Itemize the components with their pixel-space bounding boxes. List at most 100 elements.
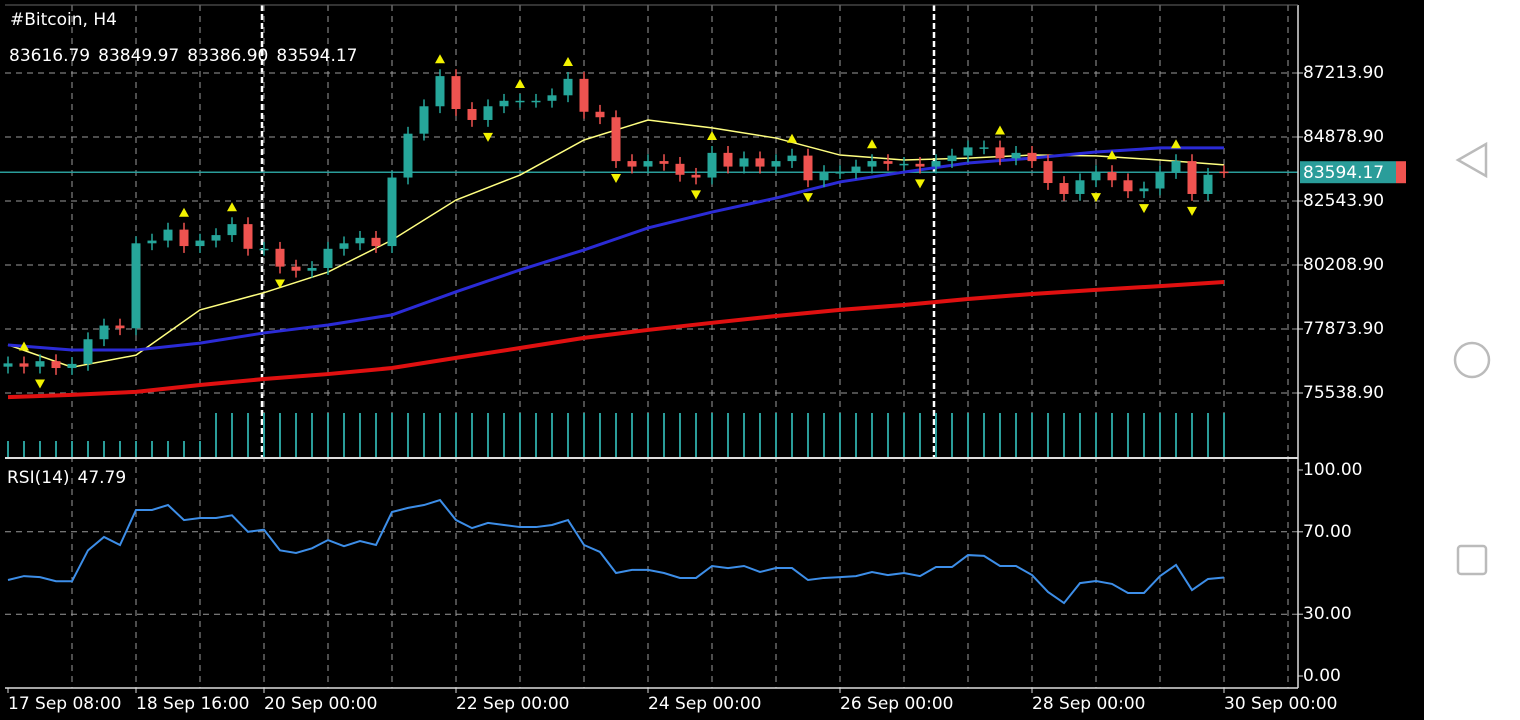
candle-body — [339, 243, 349, 249]
candle-body — [243, 224, 253, 249]
candle-body — [371, 237, 381, 247]
candle-body — [51, 361, 61, 369]
candle-body — [771, 161, 781, 167]
candle-body — [835, 172, 845, 174]
candle-body — [259, 248, 269, 251]
candle-body — [307, 267, 317, 271]
price-tick-label: 87213.90 — [1303, 63, 1384, 83]
rsi-title: RSI(14) — [7, 468, 70, 488]
candle-body — [755, 158, 765, 167]
rsi-header: RSI(14) 47.79 — [7, 468, 126, 488]
rsi-line — [7, 498, 1225, 605]
candle-body — [627, 161, 637, 167]
fractal-up — [1171, 139, 1181, 149]
candle-body — [675, 163, 685, 175]
fractal-up — [179, 207, 189, 217]
candle-body — [707, 152, 717, 178]
candle-body — [659, 161, 669, 164]
time-tick-label: 20 Sep 00:00 — [264, 694, 377, 714]
candle-body — [147, 240, 157, 244]
candle-body — [995, 147, 1005, 159]
candle-body — [323, 248, 333, 268]
candle-body — [691, 174, 701, 178]
fractal-down — [35, 379, 45, 389]
candle-body — [1027, 152, 1037, 162]
time-tick-label: 28 Sep 00:00 — [1032, 694, 1145, 714]
candle-body — [275, 248, 285, 267]
ohlc-header: 83616.79 83849.97 83386.90 83594.17 — [9, 46, 358, 66]
candle-body — [1075, 180, 1085, 194]
candle-body — [899, 163, 909, 166]
home-button[interactable] — [1453, 341, 1491, 379]
candle-body — [1219, 171, 1229, 174]
candle-body — [99, 325, 109, 340]
price-tick-label: 75538.90 — [1303, 383, 1384, 403]
time-tick-label: 22 Sep 00:00 — [456, 694, 569, 714]
candle-body — [1155, 172, 1165, 189]
candle-body — [467, 109, 477, 120]
fractal-down — [483, 132, 493, 142]
fractal-up — [435, 54, 445, 64]
fractal-down — [691, 190, 701, 200]
candle-body — [131, 243, 141, 329]
candle-body — [851, 166, 861, 173]
price-tick-label: 77873.90 — [1303, 319, 1384, 339]
fractal-up — [867, 139, 877, 149]
moving-average — [7, 146, 1224, 352]
candle-body — [787, 155, 797, 162]
rsi-tick-label: 30.00 — [1303, 604, 1352, 624]
rsi-tick-label: 70.00 — [1303, 522, 1352, 542]
candle-body — [227, 224, 237, 236]
fractal-up — [707, 131, 717, 141]
candle-body — [451, 76, 461, 110]
time-tick-label: 24 Sep 00:00 — [648, 694, 761, 714]
candle-body — [499, 100, 509, 107]
candle-body — [963, 147, 973, 156]
ohlc-close: 83594.17 — [276, 46, 357, 66]
recents-button[interactable] — [1456, 544, 1488, 576]
fractal-up — [787, 133, 797, 143]
moving-average — [7, 279, 1225, 400]
candle-body — [739, 158, 749, 167]
candle-body — [1091, 172, 1101, 181]
candle-body — [403, 133, 413, 178]
candle-body — [1187, 161, 1197, 194]
candle-body — [35, 361, 45, 367]
candle-body — [211, 235, 221, 241]
fractal-up — [19, 341, 29, 351]
rsi-tick-label: 100.00 — [1303, 460, 1362, 480]
time-tick-label: 26 Sep 00:00 — [840, 694, 953, 714]
price-tick-label: 82543.90 — [1303, 191, 1384, 211]
candle-body — [515, 100, 525, 103]
ohlc-open: 83616.79 — [9, 46, 90, 66]
fractal-up — [995, 125, 1005, 135]
fractal-down — [1139, 204, 1149, 214]
fractal-up — [563, 57, 573, 67]
back-button[interactable] — [1455, 141, 1488, 179]
candle-body — [163, 229, 173, 241]
rsi-tick-label: 0.00 — [1303, 666, 1341, 686]
price-tick-label: 80208.90 — [1303, 255, 1384, 275]
candle-body — [1123, 180, 1133, 192]
candle-body — [947, 155, 957, 162]
candle-body — [1043, 161, 1053, 184]
candle-body — [931, 161, 941, 167]
candle-body — [291, 266, 301, 271]
candle-body — [355, 237, 365, 244]
price-tag-label: 83594.17 — [1303, 163, 1384, 183]
candle-body — [1139, 188, 1149, 192]
candle-body — [195, 240, 205, 247]
price-tag — [1300, 161, 1396, 184]
candle-body — [179, 229, 189, 247]
candle-body — [579, 78, 589, 112]
candle-body — [419, 106, 429, 134]
fractal-up — [515, 78, 525, 88]
candle-body — [915, 163, 925, 167]
candle-body — [819, 172, 829, 181]
plot: 75538.90 77873.90 80208.90 82543.90 84878.90… — [0, 5, 1406, 714]
candle-body — [435, 76, 445, 107]
candle-body — [483, 106, 493, 120]
rsi-last-value: 47.79 — [78, 468, 127, 488]
